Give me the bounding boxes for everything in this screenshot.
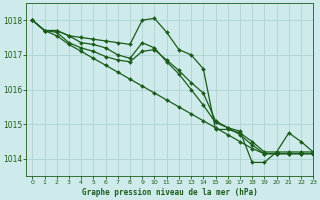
X-axis label: Graphe pression niveau de la mer (hPa): Graphe pression niveau de la mer (hPa) [82,188,258,197]
